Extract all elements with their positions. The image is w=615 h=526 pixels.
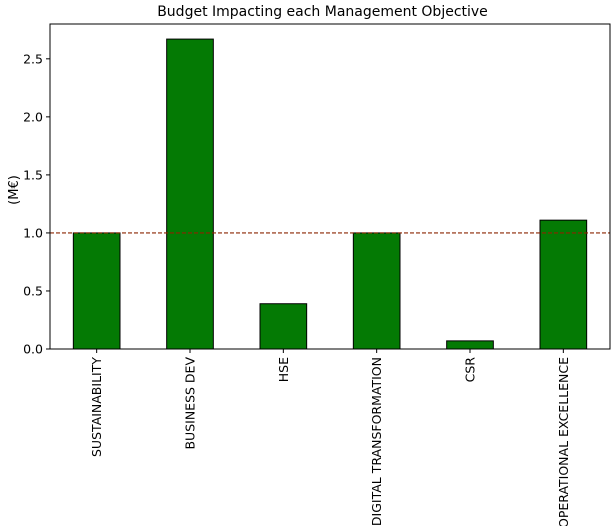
bars [72,38,588,350]
chart-title: Budget Impacting each Management Objecti… [157,4,488,20]
x-ticks: SUSTAINABILITY BUSINESS DEV HSE DIGITAL TRA… [89,349,571,526]
y-tick-label: 2.0 [23,109,43,124]
x-tick-label: OPERATIONAL EXCELLENCE [556,357,571,526]
bar [259,303,308,350]
bar [352,232,401,350]
bar [446,340,494,350]
x-tick-label: HSE [276,357,291,382]
axes [49,23,611,350]
y-tick-label: 1.0 [23,225,43,240]
x-tick-label: DIGITAL TRANSFORMATION [369,357,384,526]
x-tick-label: BUSINESS DEV [183,357,198,450]
y-tick-label: 0.5 [23,283,43,298]
y-tick-label: 0.0 [23,342,43,357]
plot-frame [49,23,611,350]
bar [166,38,214,350]
y-axis-label: (M€) [7,175,22,205]
bar [72,232,121,350]
x-tick-label: SUSTAINABILITY [89,357,104,457]
y-tick-label: 2.5 [23,51,43,66]
y-ticks: 0.0 0.5 1.0 1.5 2.0 2.5 [23,51,50,357]
bar [539,219,588,350]
x-tick-label: CSR [463,357,478,383]
y-tick-label: 1.5 [23,167,43,182]
